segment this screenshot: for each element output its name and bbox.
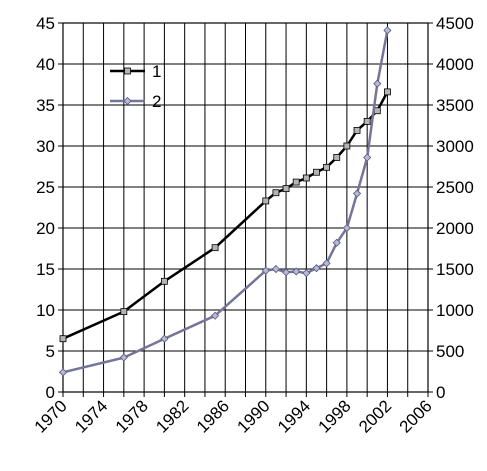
series-1-point [353,127,361,134]
series-2-point [271,264,280,274]
legend: 1 2 [110,62,161,111]
series-1-point [292,178,300,186]
series-1-point [262,197,270,205]
x-tick-label: 1978 [112,396,152,436]
series-2-point [261,266,270,275]
series-2-point [383,26,392,35]
series-2-point [342,223,351,233]
x-tick-label: 1974 [71,396,111,436]
series-2-point [322,259,331,268]
y-left-tick-label: 10 [36,301,55,320]
legend-label-series-2: 2 [152,92,161,111]
x-tick-label: 1994 [274,396,314,436]
series-1-point [363,118,371,125]
y-right-tick-label: 1500 [436,260,474,279]
series-2 [58,26,392,377]
series-1-point [120,308,128,316]
series-2-point [302,269,311,278]
series-2-point [292,267,301,276]
y-axis-right: 0 500 1000 1500 2000 2500 3000 3500 4000 4500 [428,14,474,402]
y-left-tick-label: 0 [46,383,55,402]
y-left-tick-label: 20 [36,219,55,238]
x-tick-label: 2006 [396,396,436,436]
series-1-point [211,244,219,252]
y-right-tick-label: 2500 [436,178,474,197]
x-tick-label: 2002 [355,396,395,436]
y-left-tick-label: 5 [46,342,55,361]
series-1-point [282,185,290,193]
series-2-point [211,311,220,320]
series-1-point [160,277,168,285]
y-left-tick-label: 45 [36,14,55,33]
plot-area [62,22,429,393]
y-left-tick-label: 30 [36,137,55,156]
series-1 [59,88,391,343]
series-2-point [332,238,341,247]
series-2-point [58,368,68,377]
y-left-tick-label: 25 [36,178,55,197]
legend-marker-series-2 [123,96,132,106]
series-2-point [119,353,128,362]
series-1-point [343,142,351,150]
series-1-point [384,88,391,96]
x-tick-label: 1982 [152,396,192,436]
y-right-tick-label: 500 [436,342,464,361]
series-2-point [160,334,169,343]
series-1-point [313,168,320,176]
series-1-point [323,163,331,171]
y-left-tick-label: 40 [36,55,55,74]
series-2-point [373,79,382,88]
gridlines [63,23,428,392]
legend-label-series-1: 1 [152,62,161,81]
y-left-tick-label: 35 [36,96,55,115]
series-2-point [363,153,372,162]
y-right-tick-label: 3500 [436,96,474,115]
series-1-point [333,154,341,161]
series-group [58,26,392,377]
series-2-point [281,268,291,277]
x-axis: 1970 1974 1978 1982 1986 1990 1994 1998 2002 2006 [31,392,436,437]
series-2-point [312,264,321,273]
series-1-point [373,107,381,115]
series-2-point [352,189,362,198]
y-right-tick-label: 3000 [436,137,474,156]
y-axis-left: 0 5 10 15 20 25 30 35 40 45 [36,14,63,402]
y-right-tick-label: 2000 [436,219,474,238]
y-left-tick-label: 15 [36,260,55,279]
x-tick-label: 1990 [233,396,273,436]
y-right-tick-label: 4500 [436,14,474,33]
y-right-tick-label: 4000 [436,55,474,74]
series-1-point [302,174,310,182]
x-tick-label: 1998 [315,396,355,436]
x-tick-label: 1986 [193,396,233,436]
legend-marker-series-1 [124,67,131,75]
x-tick-label: 1970 [31,396,71,436]
y-right-tick-label: 0 [436,383,445,402]
series-1-point [59,335,67,343]
y-right-tick-label: 1000 [436,301,474,320]
series-1-point [272,189,280,197]
